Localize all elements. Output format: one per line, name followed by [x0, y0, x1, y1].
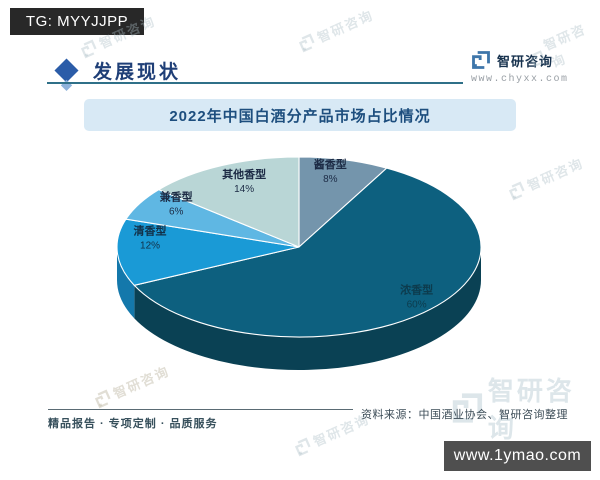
section-header: 发展现状 [54, 57, 182, 84]
pie-label-value: 14% [234, 184, 254, 195]
section-title: 发展现状 [93, 62, 182, 83]
brand-url: www.chyxx.com [471, 74, 569, 85]
chart-title-box: 2022年中国白酒分产品市场占比情况 [84, 99, 516, 131]
pie-label: 清香型 [134, 224, 167, 238]
header-divider [47, 82, 463, 84]
pie-label: 兼香型 [160, 190, 193, 204]
website-badge: www.1ymao.com [444, 441, 591, 471]
telegram-badge: TG: MYYJJPP [10, 8, 144, 35]
pie-slice [116, 218, 300, 286]
pie-slice [133, 167, 482, 338]
pie-label-value: 8% [323, 174, 338, 185]
pie-label: 其他香型 [222, 167, 266, 181]
pie-label-value: 12% [140, 241, 160, 252]
pie-label: 酱香型 [314, 157, 347, 171]
footer-tagline: 精品报告 · 专项定制 · 品质服务 [48, 418, 218, 430]
pie-slice-side [117, 247, 135, 319]
pie-label: 浓香型 [400, 283, 433, 297]
pie-slice [158, 156, 300, 248]
pie-label-value: 60% [407, 300, 427, 311]
pie-slice [298, 156, 388, 248]
pie-slice-side [134, 247, 482, 370]
footer-divider [48, 409, 353, 410]
pie-label-value: 6% [169, 207, 184, 218]
data-source: 资料来源：中国酒业协会、智研咨询整理 [361, 409, 568, 421]
chart-title: 2022年中国白酒分产品市场占比情况 [169, 107, 431, 125]
